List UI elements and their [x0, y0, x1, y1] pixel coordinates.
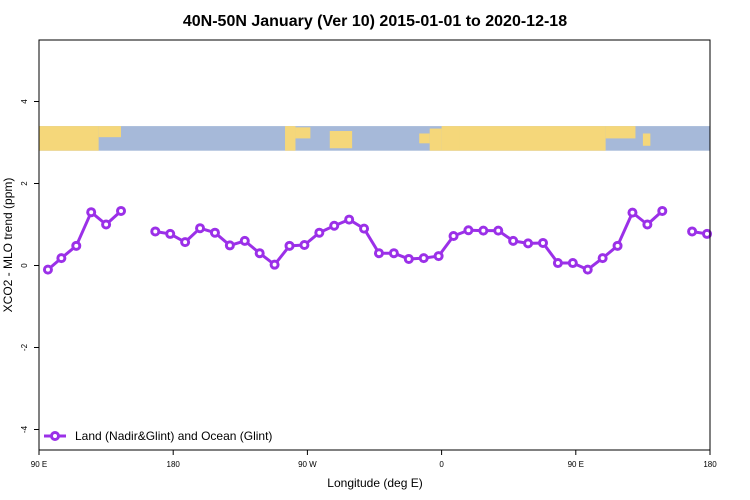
data-point — [239, 235, 250, 246]
legend: Land (Nadir&Glint) and Ocean (Glint) — [44, 429, 272, 443]
plot-frame — [38, 39, 711, 451]
data-point — [478, 225, 489, 236]
data-point — [657, 205, 668, 216]
y-axis: -4 -2 0 2 4 — [20, 99, 39, 433]
data-point — [388, 248, 399, 259]
y-axis-label: XCO2 - MLO trend (ppm) — [1, 178, 15, 313]
data-point — [165, 228, 176, 239]
data-point — [195, 223, 206, 234]
data-point — [299, 240, 310, 250]
x-tick-label: 90 W — [298, 460, 317, 469]
data-point — [284, 240, 295, 251]
x-tick-label: 180 — [703, 460, 717, 469]
data-point — [344, 214, 355, 225]
y-tick-label: 4 — [20, 99, 29, 104]
x-tick-label: 180 — [167, 460, 181, 469]
data-point — [627, 207, 638, 218]
x-tick-label: 90 E — [31, 460, 47, 469]
data-point — [314, 227, 325, 238]
data-point — [150, 226, 161, 237]
map-land — [429, 128, 442, 151]
legend-marker — [50, 431, 60, 441]
map-land — [98, 126, 122, 138]
data-point — [463, 225, 474, 236]
data-point — [254, 248, 265, 259]
series-layer — [42, 205, 713, 275]
y-tick-label: -2 — [20, 343, 29, 351]
map-land — [39, 126, 99, 151]
data-point — [508, 235, 519, 246]
data-point — [582, 264, 593, 275]
data-point — [373, 248, 384, 259]
data-point — [359, 223, 370, 234]
x-axis-label: Longitude (deg E) — [327, 476, 422, 490]
data-point — [418, 253, 429, 264]
data-point — [116, 205, 127, 216]
chart-title: 40N-50N January (Ver 10) 2015-01-01 to 2… — [183, 13, 567, 30]
data-point — [687, 226, 698, 237]
world-map-strip — [39, 126, 710, 151]
y-tick-label: -4 — [20, 425, 29, 433]
data-point — [493, 225, 504, 236]
map-land — [295, 127, 311, 139]
map-land — [605, 126, 636, 139]
data-point — [702, 228, 713, 239]
data-point — [86, 207, 97, 218]
data-point — [403, 253, 414, 264]
data-point — [567, 258, 578, 269]
data-point — [642, 219, 653, 230]
x-axis: 90 E 180 90 W 0 90 E 180 — [31, 450, 717, 469]
map-land — [329, 131, 353, 149]
map-land — [459, 126, 606, 151]
data-point — [329, 220, 340, 231]
data-point — [433, 251, 444, 262]
data-point — [269, 259, 280, 270]
map-land — [642, 133, 651, 146]
data-point — [523, 238, 534, 249]
map-land — [285, 126, 296, 151]
data-point — [42, 264, 53, 275]
data-point — [448, 230, 459, 241]
legend-label: Land (Nadir&Glint) and Ocean (Glint) — [75, 429, 272, 443]
data-point — [101, 219, 112, 230]
map-land — [419, 133, 430, 144]
data-point — [180, 237, 191, 248]
data-point — [56, 253, 67, 264]
y-tick-label: 2 — [20, 181, 29, 186]
data-point — [537, 237, 548, 248]
data-point — [209, 227, 220, 238]
x-tick-label: 0 — [439, 460, 444, 469]
data-point — [552, 258, 563, 269]
data-point — [224, 240, 235, 251]
x-tick-label: 90 E — [568, 460, 584, 469]
data-point — [612, 240, 623, 251]
data-point — [597, 253, 608, 264]
map-land — [441, 126, 460, 151]
data-point — [71, 240, 82, 251]
y-tick-label: 0 — [20, 263, 29, 268]
